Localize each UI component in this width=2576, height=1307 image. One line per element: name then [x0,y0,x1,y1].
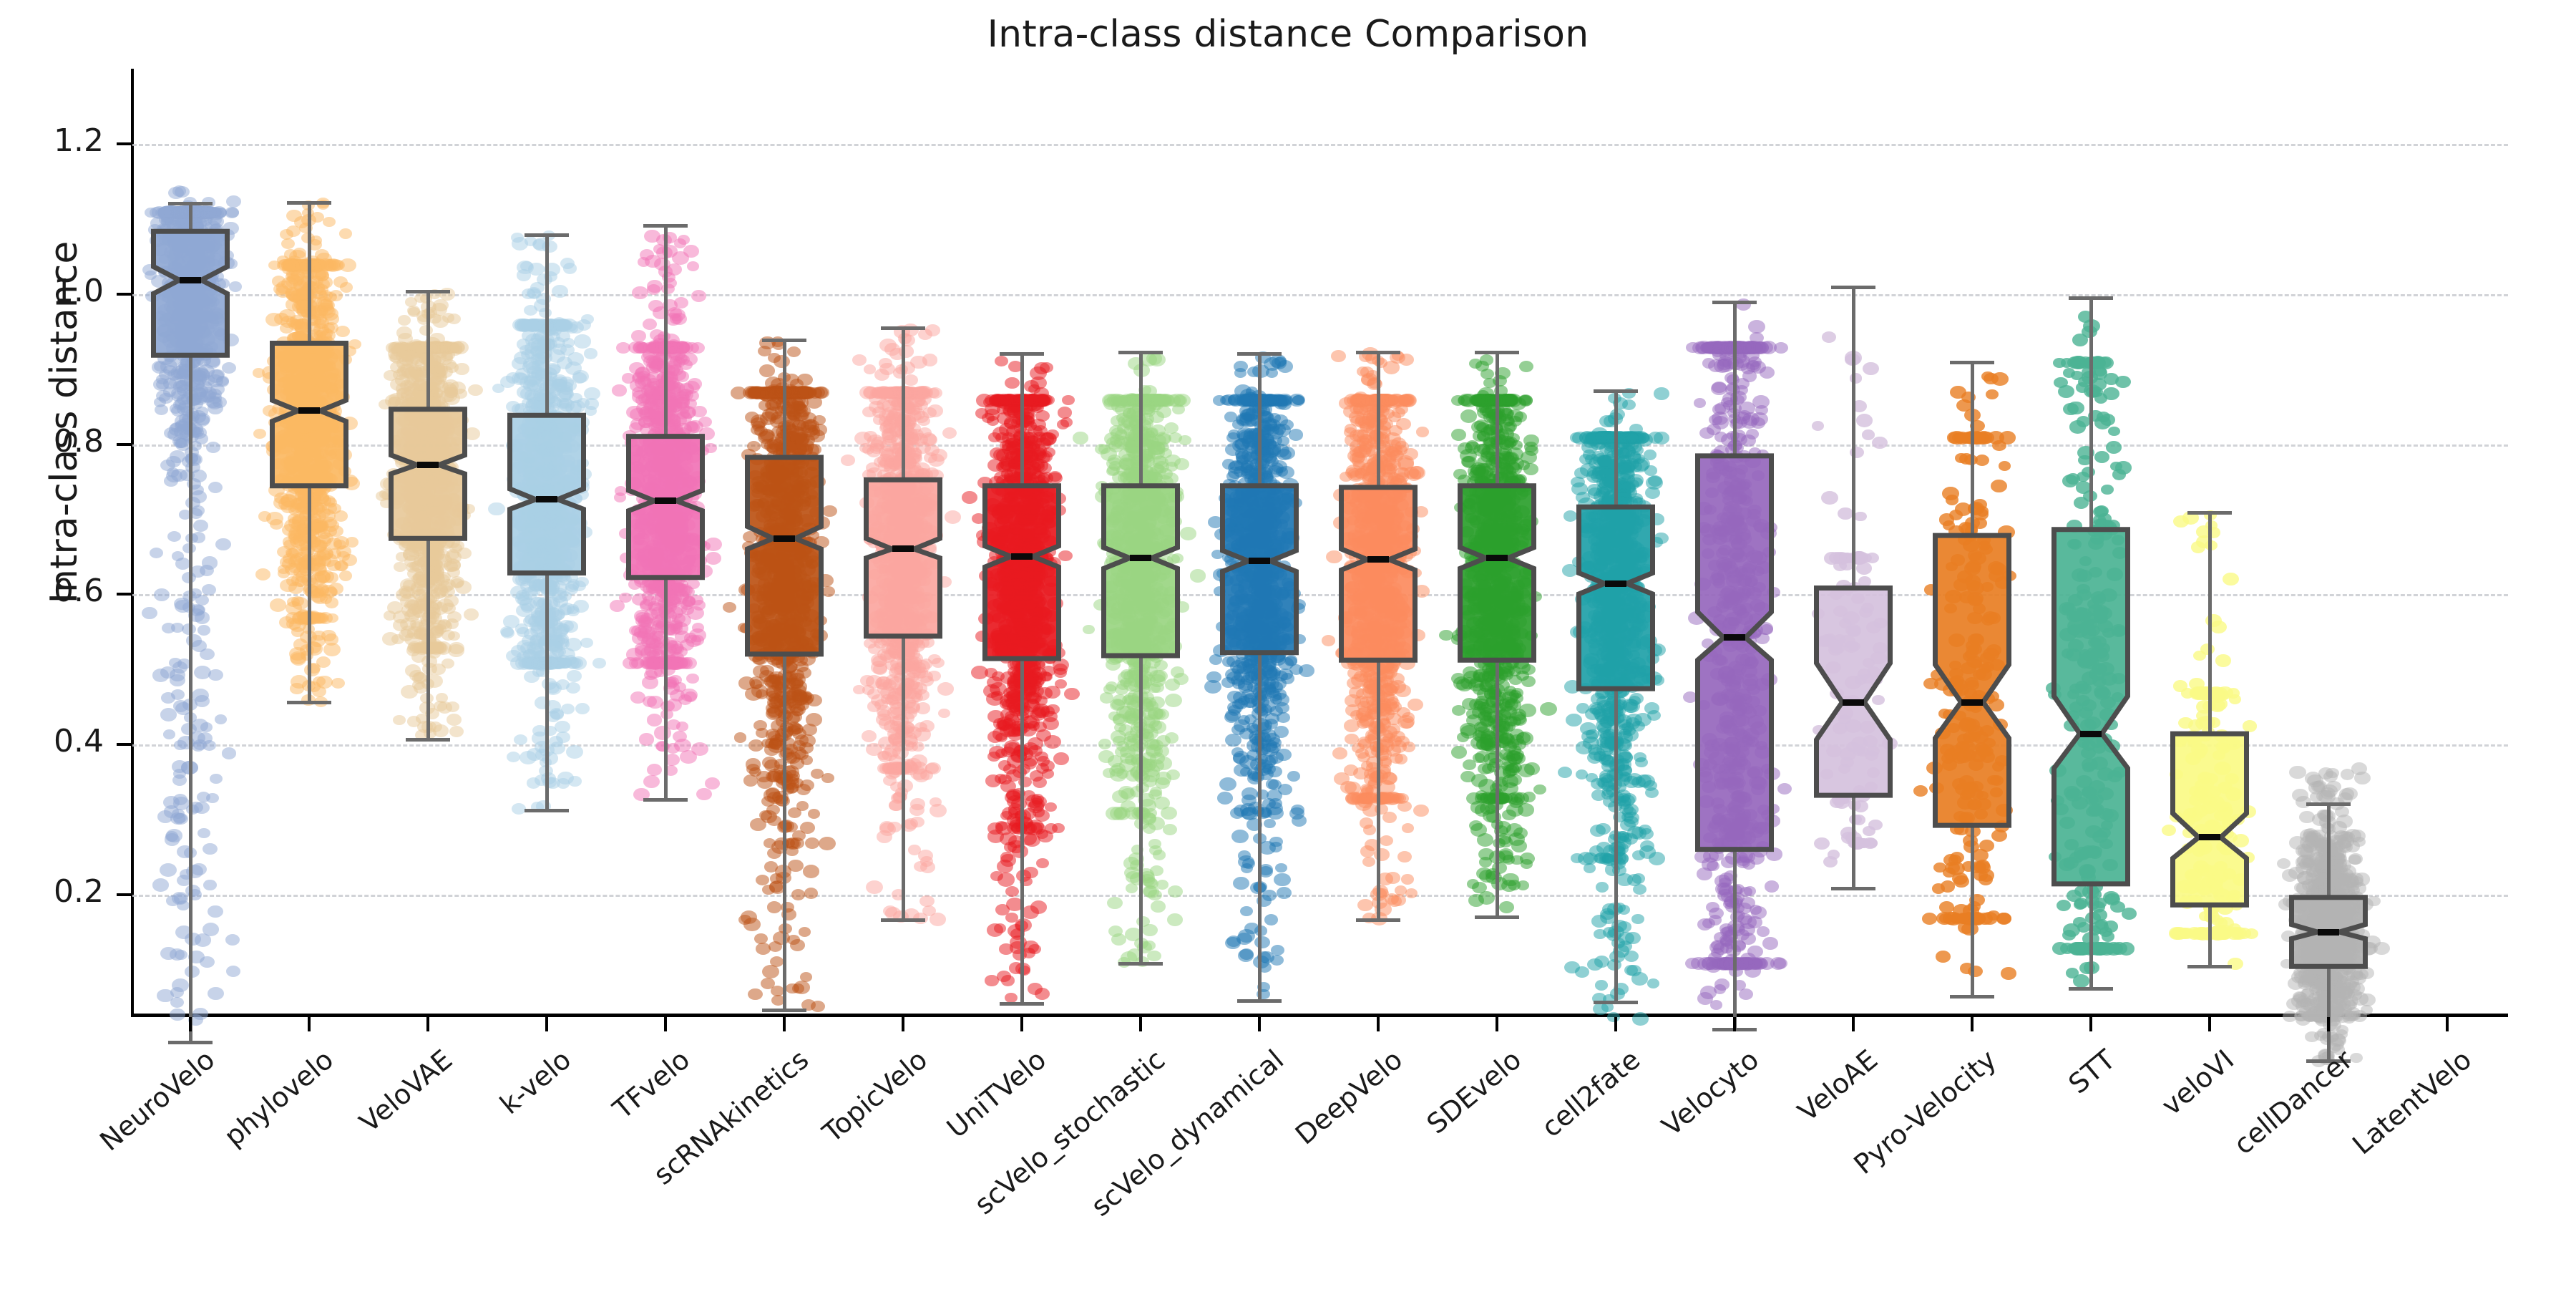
box-group[interactable] [131,69,250,1015]
box-shape[interactable] [131,69,250,1015]
median-line [298,407,321,414]
cap-lower [168,1041,213,1044]
plot-area [132,69,2508,1015]
median-line [417,462,439,468]
box-group[interactable] [250,69,369,1015]
box-shape[interactable] [487,69,606,1015]
box-group[interactable] [606,69,725,1015]
box-group[interactable] [369,69,487,1015]
box-shape[interactable] [250,69,369,1015]
chart-title: Intra-class distance Comparison [0,13,2576,56]
median-line [180,277,202,283]
median-line [536,496,558,502]
box-group[interactable] [487,69,606,1015]
median-line [655,497,677,504]
chart-figure: Intra-class distance Comparison Intra-cl… [0,0,2576,1288]
box-shape[interactable] [369,69,487,1015]
box-group[interactable] [725,69,844,1015]
box-shape[interactable] [606,69,725,1015]
